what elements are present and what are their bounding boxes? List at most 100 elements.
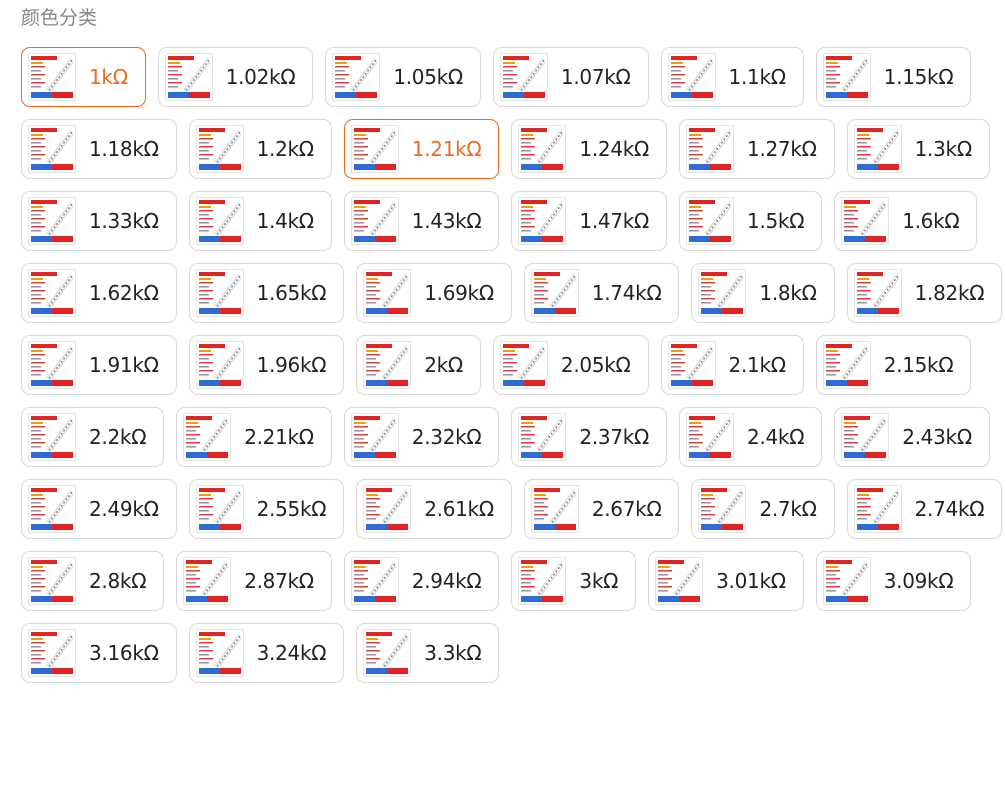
color-option[interactable]: 1.74kΩ [523,263,680,323]
color-option-label: 2.37kΩ [579,425,650,449]
color-option[interactable]: 1.4kΩ [188,191,332,251]
color-option[interactable]: 2.4kΩ [679,407,823,467]
color-category-options: 1kΩ 1.02kΩ 1.05kΩ [21,47,1006,683]
color-option[interactable]: 2.21kΩ [176,407,332,467]
resistor-thumbnail-icon [28,341,76,389]
color-option[interactable]: 1.65kΩ [188,263,345,323]
color-option[interactable]: 2kΩ [356,335,481,395]
color-option[interactable]: 2.43kΩ [834,407,990,467]
color-option[interactable]: 1.27kΩ [679,119,835,179]
resistor-thumbnail-icon [28,485,76,533]
color-option-label: 2.4kΩ [747,425,805,449]
color-option[interactable]: 2.94kΩ [343,551,500,611]
resistor-thumbnail-icon [28,629,76,677]
resistor-thumbnail-icon [350,197,399,245]
color-option-label: 1.18kΩ [89,137,159,161]
color-option-label: 1.62kΩ [89,281,159,305]
color-option-label: 1.43kΩ [411,209,482,233]
resistor-thumbnail-icon [350,125,399,173]
resistor-thumbnail-icon [28,269,76,317]
color-option[interactable]: 1.21kΩ [343,119,500,179]
color-option[interactable]: 2.7kΩ [691,479,835,539]
color-option[interactable]: 1.2kΩ [188,119,332,179]
color-option[interactable]: 1.33kΩ [21,191,177,251]
color-option-label: 3.09kΩ [883,569,954,593]
color-option[interactable]: 1.3kΩ [846,119,990,179]
color-option[interactable]: 2.8kΩ [21,551,165,611]
resistor-thumbnail-icon [28,413,76,461]
color-option[interactable]: 2.55kΩ [188,479,345,539]
color-option[interactable]: 2.74kΩ [846,479,1003,539]
color-option[interactable]: 1.69kΩ [356,263,512,323]
color-option[interactable]: 3.3kΩ [356,623,500,683]
color-option-label: 1.74kΩ [591,281,662,305]
resistor-thumbnail-icon [686,197,735,245]
color-option[interactable]: 3kΩ [511,551,637,611]
color-option-label: 2.15kΩ [883,353,954,377]
color-option[interactable]: 1.1kΩ [660,47,804,107]
resistor-thumbnail-icon [822,341,871,389]
color-option-label: 3.16kΩ [89,641,159,665]
color-option[interactable]: 2.49kΩ [21,479,177,539]
section-title: 颜色分类 [21,7,98,29]
color-option[interactable]: 3.24kΩ [188,623,345,683]
color-option[interactable]: 2.32kΩ [343,407,500,467]
color-option[interactable]: 1.62kΩ [21,263,177,323]
color-option-label: 1.3kΩ [914,137,972,161]
color-option-label: 2.8kΩ [89,569,147,593]
color-option[interactable]: 2.87kΩ [176,551,332,611]
color-option-label: 1.27kΩ [747,137,817,161]
resistor-thumbnail-icon [183,413,232,461]
color-option-label: 1.2kΩ [256,137,314,161]
color-option[interactable]: 2.67kΩ [523,479,680,539]
resistor-thumbnail-icon [655,557,704,605]
color-option[interactable]: 2.2kΩ [21,407,165,467]
color-option[interactable]: 1.6kΩ [834,191,978,251]
color-option[interactable]: 1.82kΩ [846,263,1003,323]
color-option[interactable]: 3.16kΩ [21,623,177,683]
resistor-thumbnail-icon [195,125,244,173]
color-option[interactable]: 3.01kΩ [648,551,804,611]
color-option-label: 2.94kΩ [411,569,482,593]
color-option-label: 1.24kΩ [579,137,650,161]
color-option-label: 2.1kΩ [728,353,786,377]
color-option[interactable]: 1.24kΩ [511,119,668,179]
resistor-thumbnail-icon [518,125,567,173]
color-option[interactable]: 2.15kΩ [815,335,972,395]
color-option[interactable]: 1.47kΩ [511,191,668,251]
resistor-thumbnail-icon [853,125,902,173]
color-option[interactable]: 1.18kΩ [21,119,177,179]
resistor-thumbnail-icon [686,125,735,173]
resistor-thumbnail-icon [518,557,567,605]
color-option[interactable]: 2.1kΩ [660,335,804,395]
color-option[interactable]: 1.96kΩ [188,335,345,395]
color-option-label: 2.55kΩ [256,497,327,521]
color-option[interactable]: 3.09kΩ [815,551,972,611]
color-option-label: 1.82kΩ [914,281,985,305]
color-option[interactable]: 1.43kΩ [343,191,500,251]
color-option[interactable]: 2.05kΩ [492,335,649,395]
resistor-thumbnail-icon [499,341,548,389]
color-option-label: 3.3kΩ [424,641,482,665]
color-option-label: 2kΩ [424,353,463,377]
color-option[interactable]: 2.37kΩ [511,407,668,467]
color-option[interactable]: 1kΩ [21,47,146,107]
color-option[interactable]: 1.8kΩ [691,263,835,323]
color-option[interactable]: 1.15kΩ [815,47,972,107]
color-option[interactable]: 2.61kΩ [356,479,512,539]
color-option[interactable]: 1.91kΩ [21,335,177,395]
resistor-thumbnail-icon [363,629,412,677]
color-option-label: 1.65kΩ [256,281,327,305]
color-option-label: 1.1kΩ [728,65,786,89]
color-option[interactable]: 1.5kΩ [679,191,823,251]
color-option[interactable]: 1.05kΩ [325,47,481,107]
resistor-thumbnail-icon [350,413,399,461]
resistor-thumbnail-icon [667,341,716,389]
color-option-label: 2.21kΩ [244,425,314,449]
color-option[interactable]: 1.02kΩ [157,47,314,107]
resistor-thumbnail-icon [195,629,244,677]
color-option[interactable]: 1.07kΩ [492,47,649,107]
resistor-thumbnail-icon [499,53,548,101]
color-option-label: 2.74kΩ [914,497,985,521]
color-option-label: 2.87kΩ [244,569,314,593]
